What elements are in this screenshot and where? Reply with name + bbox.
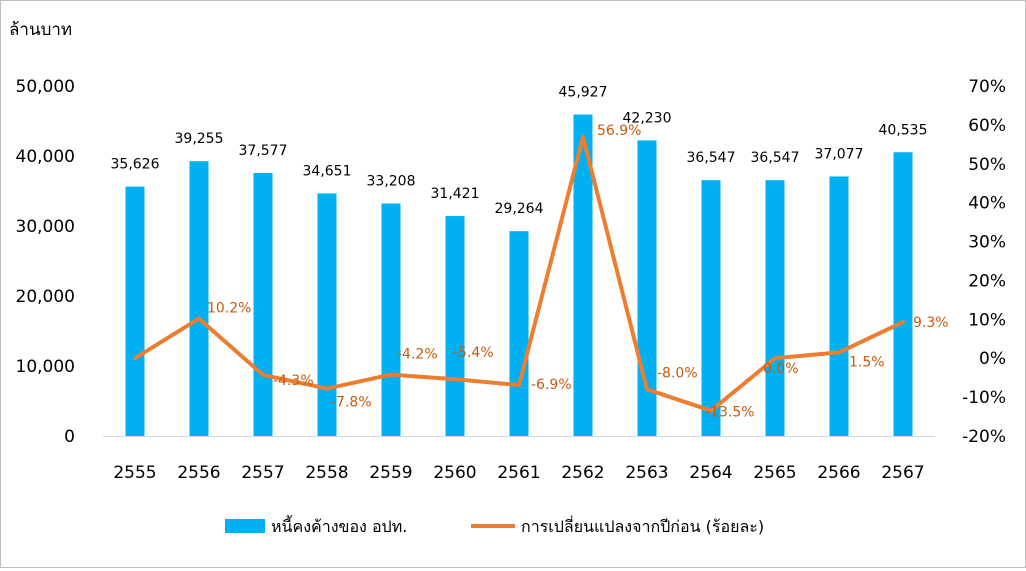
bar-2564 (702, 180, 721, 436)
line-value-label-2560: -5.4% (453, 345, 494, 361)
x-tick-label: 2567 (881, 463, 924, 483)
x-tick-label: 2561 (497, 463, 540, 483)
bar-2555 (126, 187, 145, 436)
left-tick-label: 50,000 (16, 77, 75, 97)
bar-value-label-2555: 35,626 (111, 157, 160, 173)
right-tick-label: 50% (968, 155, 1006, 175)
bar-value-label-2561: 29,264 (495, 201, 544, 217)
legend-bar-label: หนี้คงค้างของ อปท. (271, 515, 407, 536)
x-axis-ticks: 2555 2556 2557 2558 2559 2560 2561 2562 2563 2564… (113, 463, 924, 483)
y-axis-unit-label: ล้านบาท (9, 20, 72, 40)
line-value-label-2557: -4.3% (273, 373, 314, 389)
right-tick-label: 10% (968, 310, 1006, 330)
x-tick-label: 2564 (689, 463, 732, 483)
line-value-label-2567: 9.3% (913, 315, 949, 331)
line-value-label-2559: -4.2% (397, 347, 438, 363)
bar-value-label-2557: 37,577 (239, 143, 288, 159)
bar-value-label-2564: 36,547 (687, 150, 736, 166)
bar-2567 (894, 152, 913, 436)
legend: หนี้คงค้างของ อปท. การเปลี่ยนแปลงจากปีก่… (225, 515, 764, 536)
left-tick-label: 10,000 (16, 357, 75, 377)
x-tick-label: 2558 (305, 463, 348, 483)
bar-value-label-2567: 40,535 (879, 122, 928, 138)
bar-2561 (510, 231, 529, 436)
right-tick-label: -10% (962, 388, 1006, 408)
line-value-label-2566: 1.5% (849, 354, 885, 370)
line-value-label-2563: -8.0% (657, 365, 698, 381)
bar-2566 (830, 176, 849, 436)
bar-2559 (382, 204, 401, 436)
bar-labels-group: 35,626 39,255 37,577 34,651 33,208 31,421 29,2… (111, 85, 928, 218)
line-value-label-2562: 56.9% (597, 123, 641, 139)
left-tick-label: 20,000 (16, 287, 75, 307)
legend-line-label: การเปลี่ยนแปลงจากปีก่อน (ร้อยละ) (521, 515, 764, 536)
right-axis-ticks: -20% -10% 0% 10% 20% 30% 40% 50% 60% 70% (962, 77, 1006, 447)
right-tick-label: 30% (968, 233, 1006, 253)
line-value-label-2564: -13.5% (705, 405, 755, 421)
bar-2560 (446, 216, 465, 436)
right-tick-label: 20% (968, 271, 1006, 291)
x-tick-label: 2559 (369, 463, 412, 483)
right-tick-label: -20% (962, 427, 1006, 447)
bar-value-label-2566: 37,077 (815, 146, 864, 162)
left-tick-label: 0 (64, 427, 75, 447)
right-tick-label: 70% (968, 77, 1006, 97)
x-tick-label: 2562 (561, 463, 604, 483)
left-axis-ticks: 0 10,000 20,000 30,000 40,000 50,000 (16, 77, 75, 447)
line-value-label-2561: -6.9% (531, 377, 572, 393)
x-tick-label: 2556 (177, 463, 220, 483)
bar-2565 (766, 180, 785, 436)
bar-value-label-2565: 36,547 (751, 150, 800, 166)
bar-value-label-2562: 45,927 (559, 85, 608, 101)
left-tick-label: 40,000 (16, 147, 75, 167)
x-tick-label: 2560 (433, 463, 476, 483)
bar-value-label-2559: 33,208 (367, 174, 416, 190)
bar-value-label-2560: 31,421 (431, 186, 480, 202)
x-tick-label: 2566 (817, 463, 860, 483)
x-tick-label: 2565 (753, 463, 796, 483)
right-tick-label: 60% (968, 116, 1006, 136)
line-value-label-2565: 0.0% (763, 361, 799, 377)
x-tick-label: 2563 (625, 463, 668, 483)
right-tick-label: 40% (968, 194, 1006, 214)
bar-value-label-2558: 34,651 (303, 163, 352, 179)
legend-bar-swatch (225, 519, 265, 533)
x-tick-label: 2557 (241, 463, 284, 483)
left-tick-label: 30,000 (16, 217, 75, 237)
line-value-label-2558: -7.8% (331, 395, 372, 411)
bar-value-label-2556: 39,255 (175, 131, 224, 147)
bar-2556 (190, 161, 209, 436)
right-tick-label: 0% (979, 349, 1006, 369)
bar-2557 (254, 173, 273, 436)
line-value-label-2556: 10.2% (207, 301, 251, 317)
x-tick-label: 2555 (113, 463, 156, 483)
